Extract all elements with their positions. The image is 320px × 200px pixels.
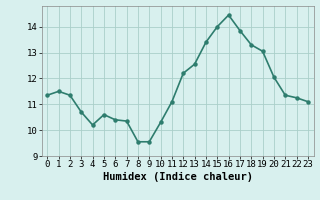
X-axis label: Humidex (Indice chaleur): Humidex (Indice chaleur) <box>103 172 252 182</box>
